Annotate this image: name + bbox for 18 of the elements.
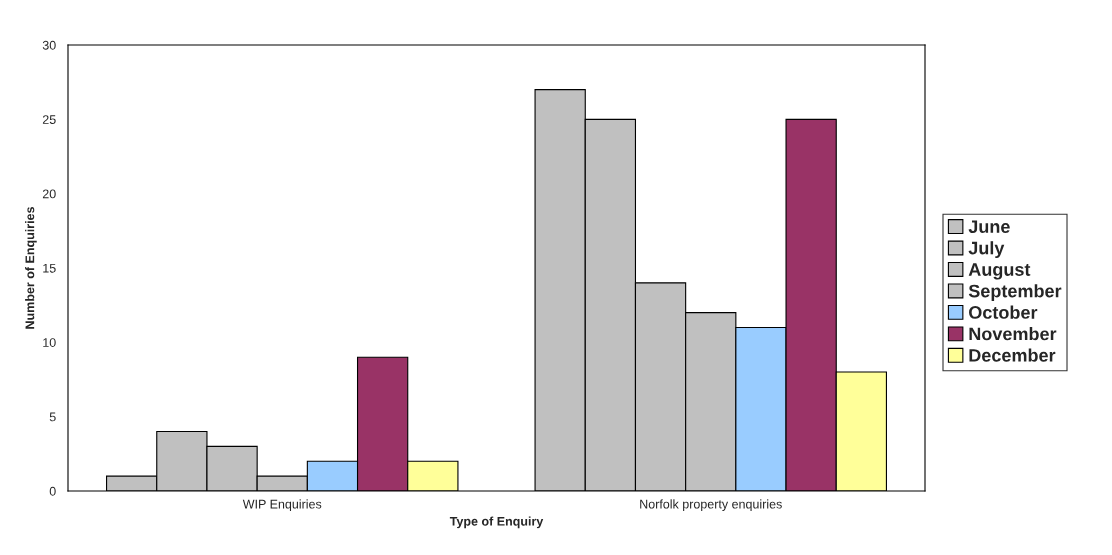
legend-label: September — [968, 284, 1062, 301]
y-tick-label: 30 — [42, 40, 56, 50]
y-tick-label: 0 — [49, 486, 56, 496]
x-axis-title: Type of Enquiry — [449, 516, 544, 529]
y-tick-label: 20 — [42, 189, 56, 199]
y-tick-label: 5 — [49, 412, 56, 422]
y-tick-label: 15 — [43, 263, 56, 273]
x-tick-label: WIP Enquiries — [242, 499, 322, 511]
legend-label: June — [968, 220, 1010, 234]
y-tick-label: 25 — [42, 115, 56, 124]
legend-label: August — [968, 263, 1031, 280]
legend-label: December — [969, 348, 1056, 362]
y-tick-label: 10 — [43, 338, 56, 347]
legend-label: November — [969, 327, 1057, 341]
y-axis-title: Number of Enquiries — [25, 207, 37, 329]
legend-label: July — [968, 241, 1005, 259]
x-tick-label: Norfolk property enquiries — [640, 499, 782, 511]
legend-label: October — [969, 305, 1038, 319]
